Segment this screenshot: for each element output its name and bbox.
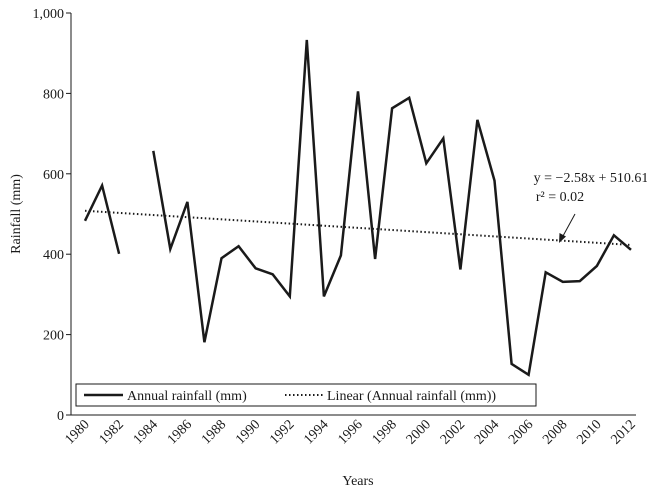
legend-label-annual: Annual rainfall (mm) [127,389,247,404]
legend-label-linear: Linear (Annual rainfall (mm)) [327,389,496,404]
x-tick-label: 2000 [404,417,434,447]
x-tick-label: 1984 [131,417,161,447]
y-tick-labels: 0 200 400 600 800 1,000 [33,7,71,424]
y-tick-label: 800 [43,87,64,102]
x-tick-label: 2010 [574,417,604,447]
x-tick-label: 2004 [472,417,502,447]
trend-r-squared: r² = 0.02 [536,190,584,205]
trend-annotation: y = −2.58x + 510.61 r² = 0.02 [534,171,647,243]
x-tick-label: 2006 [506,417,536,447]
x-tick-label: 1988 [199,417,229,447]
x-tick-label: 1980 [62,417,92,447]
x-tick-label: 2012 [608,417,638,447]
x-tick-labels: 1980 1982 1984 1986 1988 1990 1992 1994 1996 1998… [62,417,638,447]
y-axis-title: Rainfall (mm) [9,174,24,254]
series-line-annual-rainfall [83,39,632,377]
y-tick-label: 200 [43,329,64,344]
x-tick-label: 2002 [438,417,468,447]
x-axis-title: Years [342,474,373,489]
x-tick-label: 1982 [97,417,127,447]
x-tick-label: 1986 [165,417,195,447]
x-tick-label: 1992 [267,417,297,447]
series-layer [83,39,632,377]
annotation-arrow-line [562,213,576,237]
y-tick-label: 0 [57,409,64,424]
x-tick-label: 2008 [540,417,570,447]
y-tick-label: 1,000 [33,7,65,22]
x-tick-label: 1998 [370,417,400,447]
annotation-arrow-head [559,233,566,243]
y-tick-label: 400 [43,248,64,263]
x-tick-label: 1996 [335,417,365,447]
legend: Annual rainfall (mm) Linear (Annual rain… [75,383,537,407]
y-tick-label: 600 [43,168,64,183]
trend-equation: y = −2.58x + 510.61 [534,171,647,186]
x-tick-label: 1994 [301,417,331,447]
x-tick-label: 1990 [233,417,263,447]
